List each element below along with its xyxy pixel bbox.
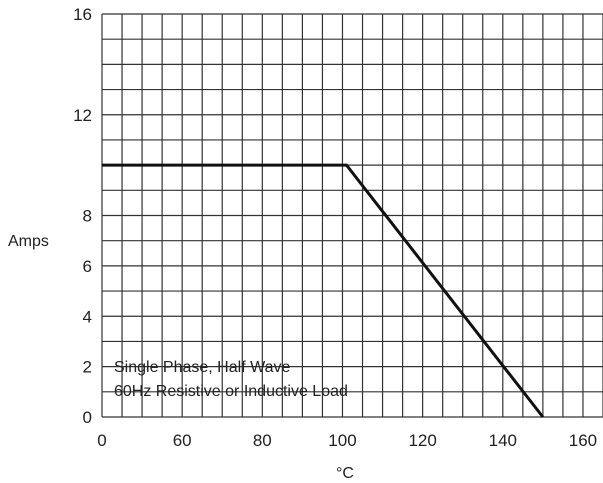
annotation-line-2: 60Hz Resistive or Inductive Load <box>114 383 348 400</box>
y-tick-label: 16 <box>73 5 92 24</box>
y-tick-label: 6 <box>83 257 92 276</box>
x-tick-label: 0 <box>97 431 106 450</box>
x-tick-label: 120 <box>408 431 436 450</box>
y-tick-label: 2 <box>83 358 92 377</box>
series-line <box>102 163 545 418</box>
annotation-line-1: Single Phase, Half Wave <box>114 359 290 376</box>
series-group <box>102 163 545 418</box>
x-tick-label: 80 <box>253 431 272 450</box>
x-tick-label: 60 <box>173 431 192 450</box>
y-tick-labels: 0 2 4 6 8 12 16 <box>73 5 92 427</box>
x-tick-labels: 0 60 80 100 120 140 160 <box>97 431 597 450</box>
y-tick-label: 4 <box>83 307 92 326</box>
y-tick-label: 8 <box>83 207 92 226</box>
grid-lines <box>101 13 603 418</box>
y-tick-label: 12 <box>73 106 92 125</box>
x-tick-label: 140 <box>489 431 517 450</box>
y-axis-title: Amps <box>8 233 49 250</box>
x-axis-title: °C <box>336 465 354 482</box>
y-tick-label: 0 <box>83 408 92 427</box>
x-tick-label: 100 <box>328 431 356 450</box>
x-tick-label: 160 <box>569 431 597 450</box>
